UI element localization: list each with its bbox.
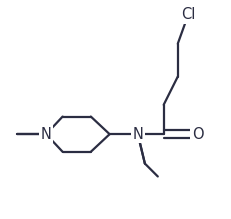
Text: Cl: Cl	[181, 7, 196, 22]
Text: O: O	[192, 127, 204, 142]
Text: N: N	[41, 127, 52, 142]
Text: N: N	[132, 127, 143, 142]
